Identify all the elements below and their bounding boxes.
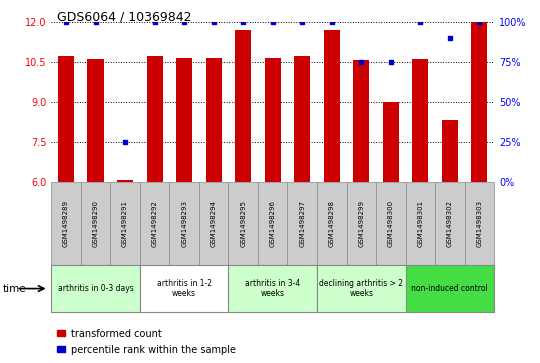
Bar bbox=[412, 59, 428, 182]
Text: GDS6064 / 10369842: GDS6064 / 10369842 bbox=[57, 11, 191, 24]
Point bbox=[446, 35, 454, 41]
Bar bbox=[323, 30, 340, 181]
Bar bbox=[317, 182, 347, 265]
Bar bbox=[146, 56, 163, 182]
Text: GSM1498292: GSM1498292 bbox=[152, 200, 158, 247]
Bar bbox=[406, 182, 435, 265]
Text: arthritis in 3-4
weeks: arthritis in 3-4 weeks bbox=[245, 279, 300, 298]
Text: GSM1498295: GSM1498295 bbox=[240, 200, 246, 247]
Text: GSM1498290: GSM1498290 bbox=[92, 200, 99, 247]
Bar bbox=[464, 182, 494, 265]
Text: GSM1498302: GSM1498302 bbox=[447, 200, 453, 247]
Bar bbox=[228, 265, 317, 312]
Bar bbox=[170, 182, 199, 265]
Text: GSM1498293: GSM1498293 bbox=[181, 200, 187, 247]
Point bbox=[62, 19, 70, 25]
Text: GSM1498301: GSM1498301 bbox=[417, 200, 423, 247]
Point bbox=[416, 19, 424, 25]
Bar bbox=[376, 182, 406, 265]
Text: GSM1498300: GSM1498300 bbox=[388, 200, 394, 247]
Point bbox=[210, 19, 218, 25]
Text: GSM1498299: GSM1498299 bbox=[358, 200, 365, 247]
Bar bbox=[317, 265, 406, 312]
Bar bbox=[110, 182, 140, 265]
Point bbox=[387, 59, 395, 65]
Bar bbox=[51, 182, 81, 265]
Bar bbox=[435, 182, 464, 265]
Bar bbox=[140, 182, 170, 265]
Bar bbox=[406, 265, 494, 312]
Point bbox=[357, 59, 366, 65]
Bar bbox=[294, 56, 310, 182]
Text: GSM1498298: GSM1498298 bbox=[329, 200, 335, 247]
Bar bbox=[81, 182, 110, 265]
Bar bbox=[235, 30, 251, 181]
Point bbox=[327, 19, 336, 25]
Text: GSM1498291: GSM1498291 bbox=[122, 200, 128, 247]
Point bbox=[150, 19, 159, 25]
Point bbox=[180, 19, 188, 25]
Text: arthritis in 0-3 days: arthritis in 0-3 days bbox=[58, 284, 133, 293]
Text: declining arthritis > 2
weeks: declining arthritis > 2 weeks bbox=[319, 279, 403, 298]
Bar bbox=[87, 59, 104, 182]
Point bbox=[91, 19, 100, 25]
Bar bbox=[51, 265, 140, 312]
Bar bbox=[228, 182, 258, 265]
Text: GSM1498294: GSM1498294 bbox=[211, 200, 217, 247]
Point bbox=[121, 139, 130, 144]
Point bbox=[475, 19, 484, 25]
Point bbox=[298, 19, 307, 25]
Bar bbox=[471, 22, 488, 182]
Point bbox=[239, 19, 247, 25]
Text: non-induced control: non-induced control bbox=[411, 284, 488, 293]
Bar bbox=[117, 180, 133, 182]
Text: percentile rank within the sample: percentile rank within the sample bbox=[71, 345, 237, 355]
Bar bbox=[140, 265, 228, 312]
Text: time: time bbox=[3, 284, 26, 294]
Bar bbox=[176, 58, 192, 182]
Text: GSM1498289: GSM1498289 bbox=[63, 200, 69, 247]
Bar bbox=[353, 60, 369, 182]
Bar bbox=[58, 56, 74, 182]
Bar bbox=[206, 58, 222, 182]
Point bbox=[268, 19, 277, 25]
Text: GSM1498297: GSM1498297 bbox=[299, 200, 305, 247]
Text: GSM1498296: GSM1498296 bbox=[269, 200, 276, 247]
Bar bbox=[265, 58, 281, 182]
Text: GSM1498303: GSM1498303 bbox=[476, 200, 482, 247]
Bar bbox=[258, 182, 287, 265]
Text: arthritis in 1-2
weeks: arthritis in 1-2 weeks bbox=[157, 279, 212, 298]
Text: transformed count: transformed count bbox=[71, 329, 162, 339]
Bar bbox=[383, 102, 399, 182]
Bar bbox=[442, 120, 458, 182]
Bar bbox=[347, 182, 376, 265]
Bar bbox=[199, 182, 228, 265]
Bar bbox=[287, 182, 317, 265]
